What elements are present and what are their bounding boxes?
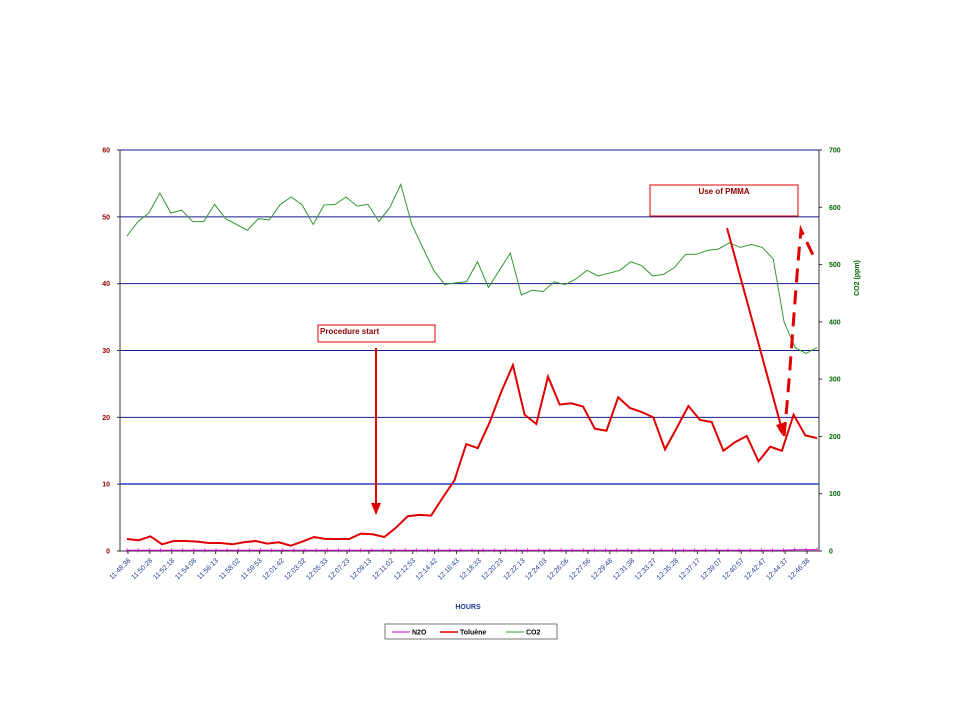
x-tick-label: 12:27:56: [568, 557, 592, 581]
x-tick-label: 12:44:37: [765, 557, 789, 581]
right-ticks: 0 100 200 300 400 500 600 700: [819, 148, 841, 556]
x-tick-label: 12:12:53: [393, 557, 417, 581]
y-left-tick-label: 0: [106, 549, 110, 556]
x-tick-label: 11:54:08: [174, 557, 198, 581]
x-tick-label: 12:46:38: [787, 557, 811, 581]
left-ticks: 0 10 20 30 40 50 60: [102, 148, 120, 556]
y-right-tick-label: 0: [829, 549, 833, 556]
annotation-arrowhead: [776, 422, 786, 435]
x-tick-label: 12:24:03: [524, 557, 548, 581]
series-line-tolu-ne: [126, 362, 818, 547]
x-tick-label: 12:26:06: [546, 557, 570, 581]
x-tick-label: 12:22:13: [502, 557, 526, 581]
x-axis-title: HOURS: [455, 604, 481, 611]
annotation-box: [317, 324, 436, 343]
x-tick-label: 12:09:13: [349, 557, 373, 581]
x-ticks: 11:48:3811:50:2811:52:1811:54:0811:56:13…: [109, 551, 811, 582]
y-right-tick-label: 200: [829, 434, 841, 441]
x-tick-label: 12:07:23: [327, 557, 351, 581]
y2-axis-title: CO2 (ppm): [854, 260, 861, 296]
grid: [120, 149, 819, 485]
x-tick-label: 12:29:48: [590, 557, 614, 581]
y-left-tick-label: 60: [102, 148, 110, 155]
x-tick-label: 11:56:13: [196, 557, 220, 581]
annotation-procedure-start: Procedure start: [317, 324, 436, 515]
y-right-tick-label: 300: [829, 377, 841, 384]
x-tick-label: 12:16:43: [437, 557, 461, 581]
x-tick-label: 12:40:57: [721, 557, 745, 581]
y-left-tick-label: 20: [102, 415, 110, 422]
y-right-tick-label: 700: [829, 148, 841, 155]
x-tick-label: 12:01:42: [262, 557, 286, 581]
y-left-tick-label: 30: [102, 348, 110, 355]
x-tick-label: 11:48:38: [109, 557, 133, 581]
x-tick-label: 12:20:23: [481, 557, 505, 581]
y-right-tick-label: 500: [829, 262, 841, 269]
annotation-arrow: [726, 227, 782, 427]
y-right-tick-label: 100: [829, 491, 841, 498]
x-tick-label: 12:18:33: [459, 557, 483, 581]
y-right-tick-label: 600: [829, 205, 841, 212]
annotation-text: Use of PMMA: [698, 187, 749, 196]
y-right-tick-label: 400: [829, 319, 841, 326]
series-group: [120, 182, 819, 553]
series-line-co2: [126, 182, 818, 354]
annotation-dashed-path: [782, 224, 815, 437]
x-tick-label: 11:50:28: [130, 557, 154, 581]
x-tick-label: 12:42:47: [743, 557, 767, 581]
legend-box: [384, 623, 558, 640]
x-tick-label: 12:31:38: [612, 557, 636, 581]
x-tick-label: 12:03:32: [283, 557, 307, 581]
y-left-tick-label: 10: [102, 482, 110, 489]
x-tick-label: 12:37:17: [678, 557, 702, 581]
y-left-tick-label: 40: [102, 281, 110, 288]
annotation-box: [649, 184, 799, 217]
x-tick-label: 12:35:28: [656, 557, 680, 581]
x-tick-label: 12:14:42: [415, 557, 439, 581]
x-tick-label: 12:05:33: [305, 557, 329, 581]
x-tick-label: 11:58:02: [218, 557, 242, 581]
legend-label: N2O: [412, 630, 427, 637]
legend-label: CO2: [526, 630, 541, 637]
x-tick-label: 12:11:02: [371, 557, 395, 581]
legend-label: Toluène: [460, 630, 486, 637]
x-tick-label: 11:52:18: [152, 557, 176, 581]
x-tick-label: 12:33:27: [634, 557, 658, 581]
annotation-arrowhead: [371, 503, 381, 515]
annotation-use-of-pmma: Use of PMMA: [649, 184, 815, 437]
legend: N2O Toluène CO2: [384, 623, 558, 640]
x-tick-label: 11:59:53: [240, 557, 264, 581]
x-tick-label: 12:39:07: [700, 557, 724, 581]
annotation-text: Procedure start: [320, 327, 379, 336]
y-left-tick-label: 50: [102, 214, 110, 221]
